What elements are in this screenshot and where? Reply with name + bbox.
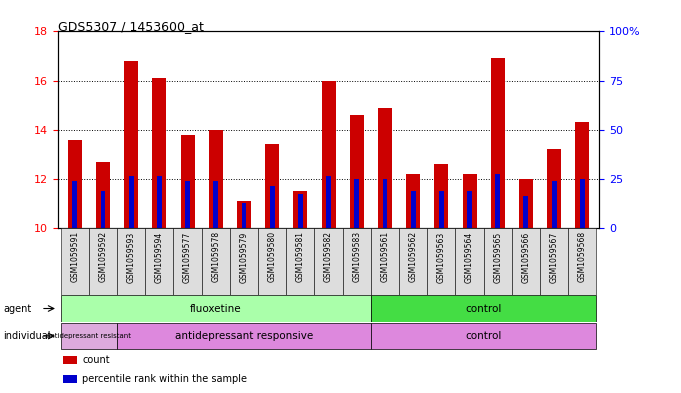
- Bar: [61, 295, 371, 322]
- Bar: [61, 228, 89, 295]
- Text: fluoxetine: fluoxetine: [190, 303, 242, 314]
- Text: GSM1059583: GSM1059583: [352, 231, 362, 283]
- Bar: [315, 228, 343, 295]
- Bar: [580, 179, 585, 228]
- Bar: [495, 174, 501, 228]
- Bar: [350, 115, 364, 228]
- Bar: [117, 228, 145, 295]
- Text: GSM1059582: GSM1059582: [324, 231, 333, 282]
- Text: percentile rank within the sample: percentile rank within the sample: [82, 374, 247, 384]
- Bar: [185, 181, 190, 228]
- Text: GSM1059563: GSM1059563: [437, 231, 446, 283]
- Bar: [124, 61, 138, 228]
- Text: GSM1059565: GSM1059565: [493, 231, 503, 283]
- Text: control: control: [466, 303, 502, 314]
- Bar: [202, 228, 230, 295]
- Text: GSM1059568: GSM1059568: [578, 231, 587, 283]
- Bar: [434, 164, 448, 228]
- Bar: [298, 193, 303, 228]
- Bar: [371, 323, 597, 349]
- Bar: [153, 78, 166, 228]
- Bar: [157, 176, 162, 228]
- Bar: [540, 228, 568, 295]
- Bar: [213, 181, 218, 228]
- Bar: [265, 144, 279, 228]
- Bar: [286, 228, 315, 295]
- Text: GSM1059567: GSM1059567: [550, 231, 558, 283]
- Bar: [427, 228, 456, 295]
- Bar: [180, 134, 195, 228]
- Bar: [72, 181, 77, 228]
- Text: GSM1059594: GSM1059594: [155, 231, 164, 283]
- Bar: [174, 228, 202, 295]
- Bar: [371, 295, 597, 322]
- Text: GDS5307 / 1453600_at: GDS5307 / 1453600_at: [58, 20, 204, 33]
- Text: GSM1059581: GSM1059581: [296, 231, 305, 282]
- Bar: [467, 191, 472, 228]
- Bar: [411, 191, 415, 228]
- Text: GSM1059578: GSM1059578: [211, 231, 220, 283]
- Text: GSM1059564: GSM1059564: [465, 231, 474, 283]
- Text: GSM1059593: GSM1059593: [127, 231, 136, 283]
- Bar: [378, 108, 392, 228]
- Bar: [491, 59, 505, 228]
- Bar: [230, 228, 258, 295]
- Bar: [552, 181, 556, 228]
- Bar: [371, 228, 399, 295]
- Bar: [117, 323, 371, 349]
- Text: GSM1059577: GSM1059577: [183, 231, 192, 283]
- Bar: [343, 228, 371, 295]
- Text: agent: agent: [3, 303, 31, 314]
- Bar: [145, 228, 174, 295]
- Text: count: count: [82, 354, 110, 365]
- Bar: [101, 191, 106, 228]
- Bar: [294, 191, 307, 228]
- Bar: [524, 196, 528, 228]
- Bar: [96, 162, 110, 228]
- Bar: [67, 140, 82, 228]
- Text: individual: individual: [3, 331, 51, 341]
- Text: GSM1059562: GSM1059562: [409, 231, 417, 283]
- Text: antidepressant responsive: antidepressant responsive: [175, 331, 313, 341]
- Bar: [258, 228, 286, 295]
- Bar: [462, 174, 477, 228]
- Bar: [321, 81, 336, 228]
- Bar: [439, 191, 444, 228]
- Text: GSM1059591: GSM1059591: [70, 231, 79, 283]
- Bar: [354, 179, 360, 228]
- Bar: [63, 356, 77, 364]
- Bar: [209, 130, 223, 228]
- Bar: [456, 228, 484, 295]
- Bar: [89, 228, 117, 295]
- Bar: [512, 228, 540, 295]
- Bar: [242, 204, 247, 228]
- Bar: [406, 174, 420, 228]
- Text: GSM1059566: GSM1059566: [522, 231, 530, 283]
- Text: control: control: [466, 331, 502, 341]
- Text: GSM1059592: GSM1059592: [99, 231, 108, 283]
- Bar: [383, 179, 387, 228]
- Bar: [547, 149, 561, 228]
- Text: GSM1059580: GSM1059580: [268, 231, 276, 283]
- Bar: [568, 228, 597, 295]
- Bar: [61, 323, 117, 349]
- Bar: [270, 186, 274, 228]
- Bar: [237, 201, 251, 228]
- Bar: [326, 176, 331, 228]
- Bar: [575, 122, 590, 228]
- Text: GSM1059579: GSM1059579: [240, 231, 249, 283]
- Bar: [399, 228, 427, 295]
- Text: GSM1059561: GSM1059561: [381, 231, 390, 283]
- Bar: [129, 176, 133, 228]
- Bar: [519, 179, 533, 228]
- Bar: [63, 375, 77, 383]
- Text: antidepressant resistant: antidepressant resistant: [46, 333, 131, 339]
- Bar: [484, 228, 512, 295]
